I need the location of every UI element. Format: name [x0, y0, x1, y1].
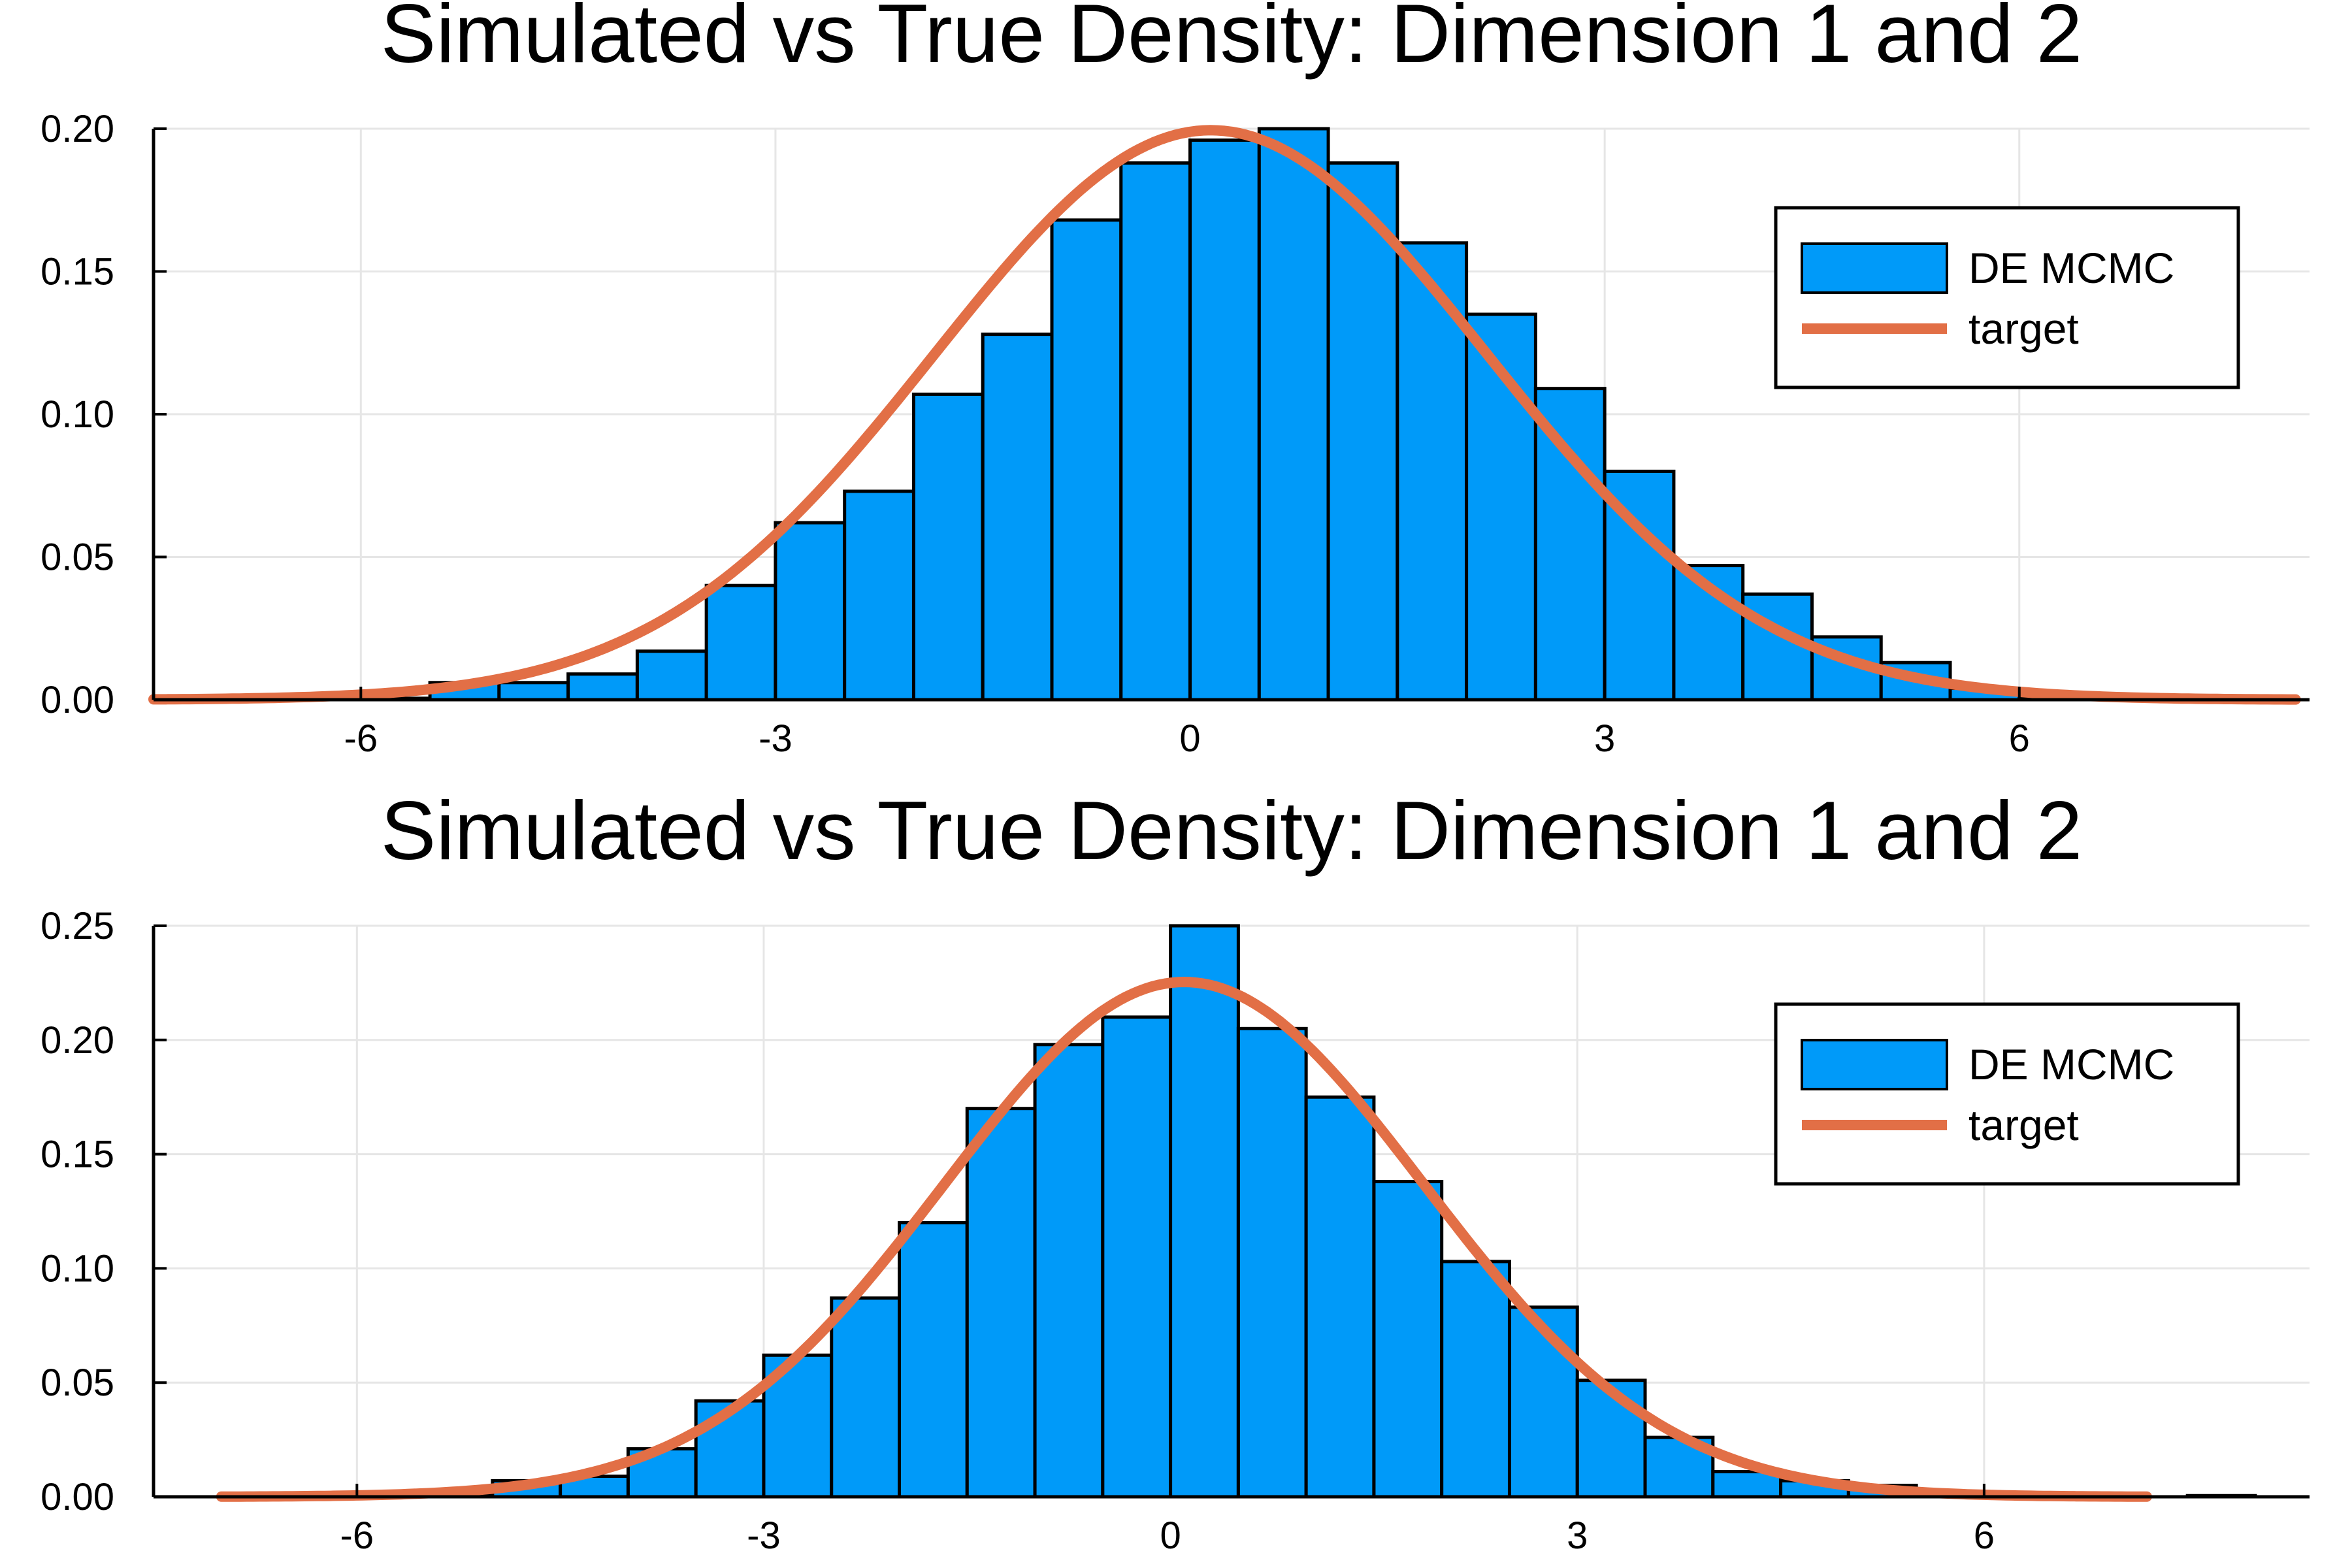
x-tick-label: 6: [2009, 717, 2030, 760]
legend: DE MCMC target: [1774, 206, 2240, 389]
histogram-bar: [911, 392, 985, 702]
y-tick-label: 0.05: [41, 1362, 114, 1404]
histogram-bar: [965, 1107, 1037, 1499]
histogram-bar: [1507, 1305, 1579, 1499]
legend-label-de-mcmc: DE MCMC: [1968, 244, 2174, 292]
y-tick-label: 0.15: [41, 1134, 114, 1176]
legend: DE MCMC target: [1774, 1002, 2240, 1186]
histogram-bar: [1372, 1180, 1444, 1499]
legend-label-target: target: [1968, 304, 2079, 353]
x-tick-label: -6: [344, 717, 378, 760]
histogram-bar: [1188, 138, 1261, 702]
y-tick-label: 0.25: [41, 905, 114, 947]
y-tick-label: 0.10: [41, 393, 114, 436]
chart-panel-bottom: Simulated vs True Density: Dimension 1 a…: [41, 784, 2310, 1557]
legend-label-target: target: [1968, 1101, 2079, 1149]
histogram-bar: [898, 1220, 969, 1499]
y-tick-label: 0.00: [41, 1476, 114, 1518]
histogram-bar: [1326, 161, 1399, 702]
histogram-bar: [1257, 127, 1330, 702]
x-tick-label: 0: [1179, 717, 1200, 760]
histogram-bar: [1033, 1043, 1105, 1499]
histogram-bar: [830, 1296, 902, 1499]
y-tick-label: 0.10: [41, 1247, 114, 1290]
y-tick-label: 0.20: [41, 1019, 114, 1062]
histogram-bar: [1050, 218, 1123, 702]
x-tick-label: 0: [1160, 1514, 1181, 1557]
chart-title: Simulated vs True Density: Dimension 1 a…: [381, 784, 2083, 877]
chart-panel-top: Simulated vs True Density: Dimension 1 a…: [41, 0, 2310, 760]
y-tick-label: 0.00: [41, 679, 114, 721]
histogram-bar: [843, 489, 915, 702]
x-tick-label: 6: [1974, 1514, 1995, 1557]
x-tick-label: -6: [340, 1514, 374, 1557]
x-tick-label: -3: [759, 717, 792, 760]
legend-swatch-de-mcmc: [1801, 1039, 1948, 1090]
legend-box: [1774, 206, 2240, 389]
legend-box: [1774, 1002, 2240, 1186]
histogram-bar: [1119, 161, 1192, 702]
x-tick-label: -3: [747, 1514, 781, 1557]
x-tick-label: 3: [1567, 1514, 1588, 1557]
target-density-line: [216, 977, 2152, 1502]
histogram-bar: [704, 583, 777, 702]
legend-label-de-mcmc: DE MCMC: [1968, 1040, 2174, 1088]
histogram-bar: [1236, 1026, 1308, 1499]
x-tick-label: 3: [1594, 717, 1615, 760]
histogram-bar: [1169, 924, 1240, 1499]
histogram-bar: [1533, 387, 1607, 702]
chart-title: Simulated vs True Density: Dimension 1 a…: [381, 0, 2083, 80]
histogram-bar: [1304, 1095, 1376, 1499]
histogram-bar: [1575, 1379, 1647, 1499]
histogram-bar: [1440, 1260, 1511, 1499]
target-density-line: [148, 125, 2301, 705]
y-tick-label: 0.05: [41, 536, 114, 579]
histogram-bar: [774, 521, 847, 702]
y-tick-label: 0.20: [41, 108, 114, 150]
histogram-bar: [497, 681, 570, 702]
histogram-bar: [566, 672, 639, 702]
histogram-bar: [981, 333, 1054, 702]
legend-swatch-de-mcmc: [1801, 242, 1948, 294]
y-tick-label: 0.15: [41, 251, 114, 293]
histogram-bar: [1101, 1015, 1173, 1499]
histogram-bar: [635, 649, 708, 702]
